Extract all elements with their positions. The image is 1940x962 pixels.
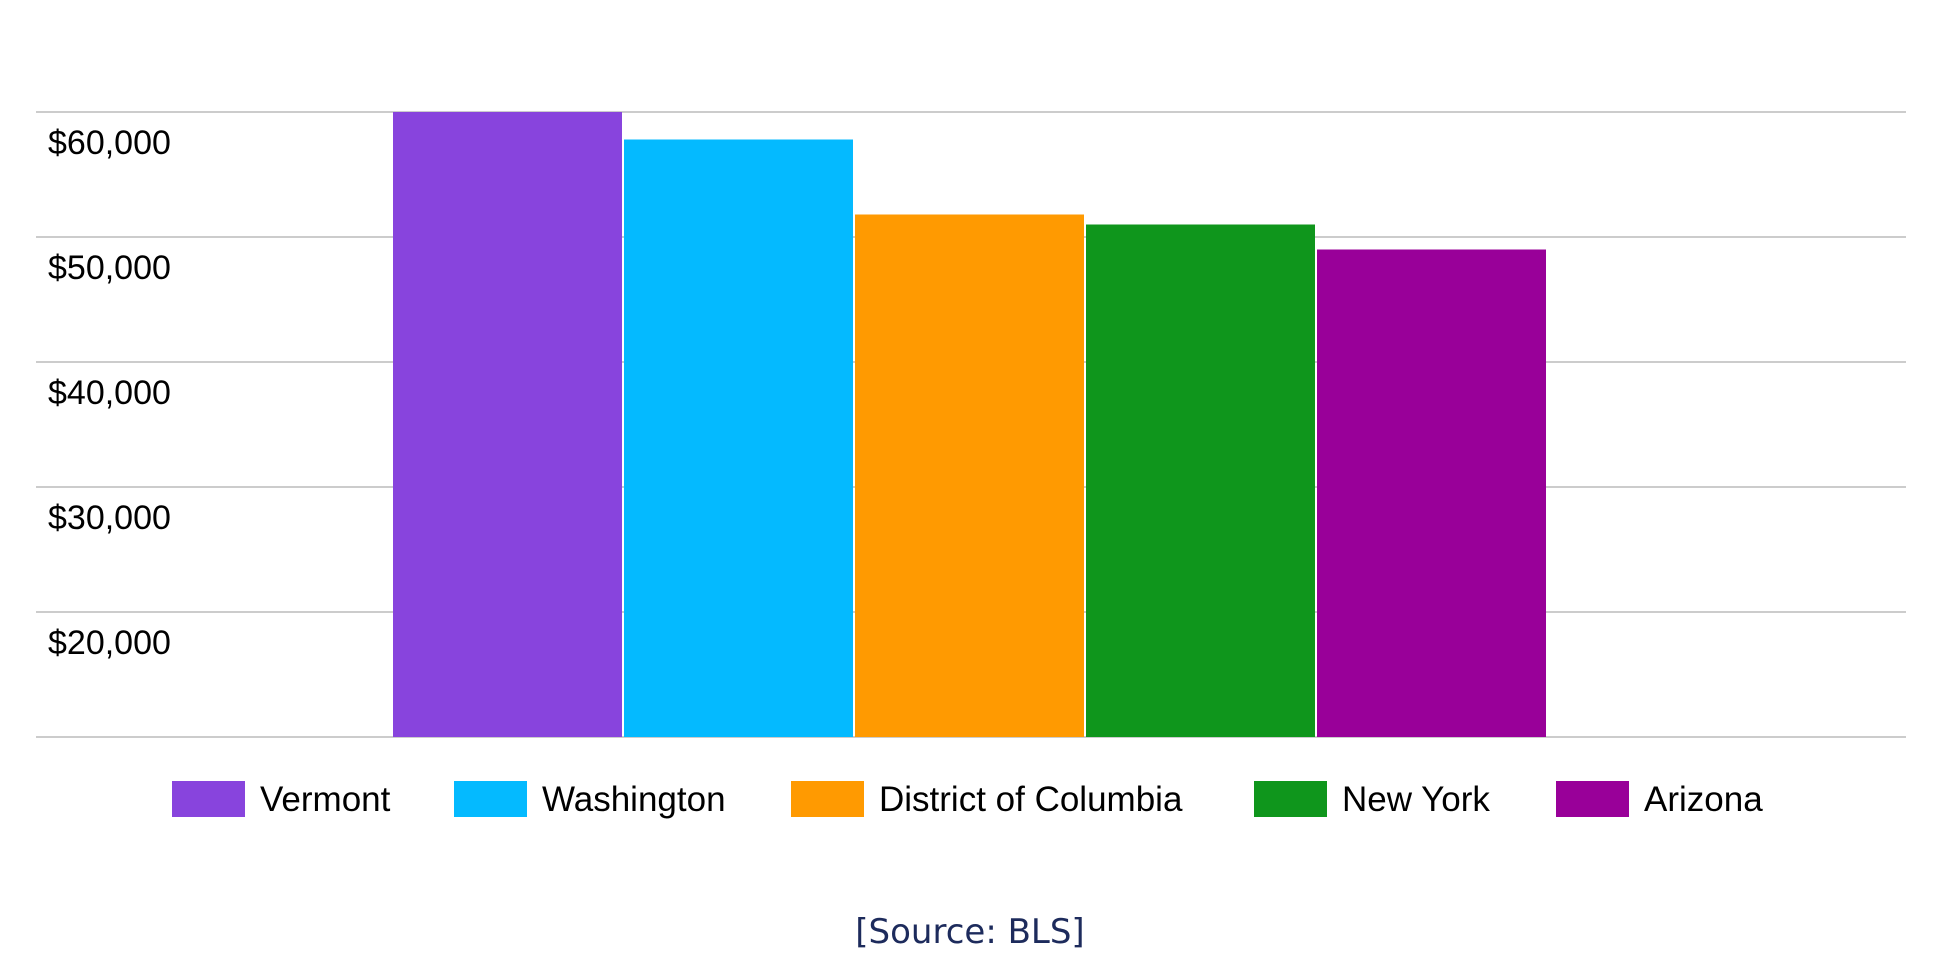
- bar-new-york: [1086, 224, 1315, 737]
- source-note: [Source: BLS]: [855, 912, 1085, 952]
- legend-swatch: [791, 781, 864, 817]
- y-tick-label: $40,000: [48, 374, 171, 412]
- legend-swatch: [1254, 781, 1327, 817]
- bar-washington: [624, 139, 853, 737]
- legend-swatch: [1556, 781, 1629, 817]
- y-tick-label: $30,000: [48, 499, 171, 537]
- legend-swatch: [454, 781, 527, 817]
- legend-swatch: [172, 781, 245, 817]
- y-tick-label: $20,000: [48, 624, 171, 662]
- legend-item: District of Columbia: [791, 780, 1183, 819]
- legend-label: District of Columbia: [879, 780, 1183, 819]
- bar-chart: $20,000 $30,000 $40,000 $50,000 $60,000 Verm…: [36, 111, 1906, 819]
- y-axis-ticks: $20,000 $30,000 $40,000 $50,000 $60,000: [48, 124, 171, 662]
- legend-label: Vermont: [260, 780, 391, 819]
- legend-item: New York: [1254, 780, 1490, 819]
- legend-item: Vermont: [172, 780, 391, 819]
- legend-label: Arizona: [1644, 780, 1763, 819]
- y-tick-label: $60,000: [48, 124, 171, 162]
- bar-arizona: [1317, 249, 1546, 737]
- legend: Vermont Washington District of Columbia New…: [172, 780, 1763, 819]
- legend-item: Arizona: [1556, 780, 1763, 819]
- legend-item: Washington: [454, 780, 726, 819]
- bar-district-of-columbia: [855, 214, 1084, 737]
- bars: [393, 112, 1546, 737]
- legend-label: Washington: [542, 780, 726, 819]
- y-tick-label: $50,000: [48, 249, 171, 287]
- bar-vermont: [393, 112, 622, 737]
- legend-label: New York: [1342, 780, 1490, 819]
